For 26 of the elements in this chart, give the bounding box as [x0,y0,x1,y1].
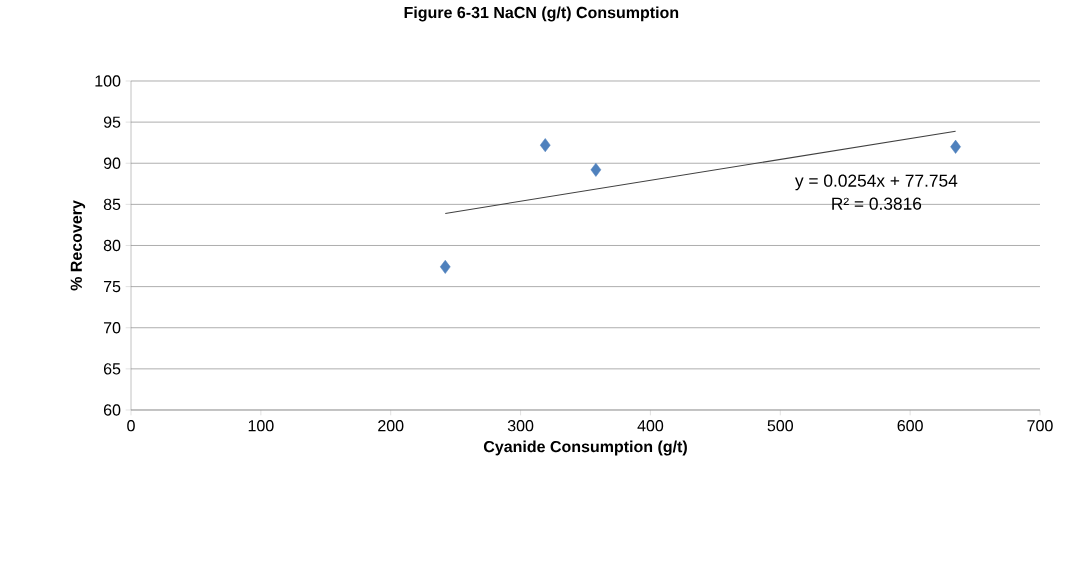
x-tick-label: 300 [507,420,534,432]
point [439,259,451,274]
point [539,138,551,153]
x-tick-label: 400 [637,420,664,432]
y-tick-label: 85 [103,198,121,211]
annotation: R² = 0.3816 [832,197,922,210]
y-tick-label: 60 [103,404,121,416]
point [590,162,602,177]
y-tick-label: 70 [103,322,121,334]
y-tick-label: 75 [103,281,121,293]
y-tick-label: 80 [103,239,121,252]
x-tick-label: 0 [127,420,135,432]
y-tick-label: 90 [103,157,121,169]
x-tick-label: 600 [897,420,923,432]
x-tick-label: 700 [1027,420,1053,432]
y-tick-label: 95 [103,116,121,128]
x-tick-label: 100 [248,420,274,432]
chart-title: Figure 6-31 NaCN (g/t) Consumption [404,6,679,22]
annotation: y = 0.0254x + 77.754 [794,174,958,191]
point [950,139,961,154]
x-tick-label: 200 [378,420,404,432]
x-axis-title: Cyanide Consumption (g/t) [483,440,687,456]
y-axis-title: % Recovery [70,200,86,291]
x-tick-label: 500 [767,420,794,432]
y-tick-label: 100 [95,75,121,87]
y-tick-label: 65 [103,363,121,375]
